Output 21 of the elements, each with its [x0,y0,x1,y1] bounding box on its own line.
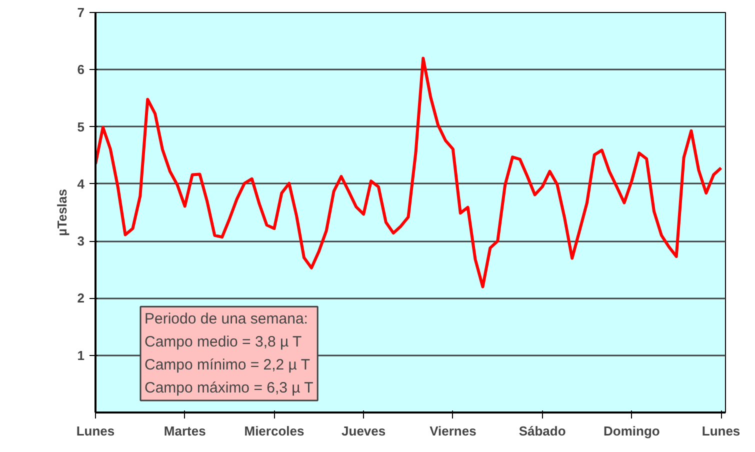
y-tick-label: 6 [77,62,85,78]
x-tick-label: Sábado [518,424,566,438]
y-tick-label: 7 [77,5,85,20]
annotation: Campo mínimo = 2,2 µ T [144,356,310,374]
y-tick-label: 3 [77,234,85,249]
annotation: Periodo de una semana: [144,310,308,328]
x-tick-label: Viernes [430,424,476,438]
y-axis-title: µTeslas [54,189,70,236]
x-tick-label: Lunes [76,424,115,438]
annotation: Campo medio = 3,8 µ T [144,334,302,351]
y-tick-label: 2 [77,290,85,306]
x-tick-label: Lunes [702,424,740,438]
x-tick-label: Domingo [604,424,660,438]
y-tick-label: 4 [77,176,86,192]
x-tick-label: Martes [164,424,206,438]
y-tick-label: 1 [77,348,85,363]
annotation: Campo máximo = 6,3 µ T [144,380,314,396]
y-tick-label: 5 [77,119,85,134]
x-tick-label: Jueves [342,424,386,438]
line-series [96,56,723,288]
x-tick-label: Miercoles [244,424,304,438]
